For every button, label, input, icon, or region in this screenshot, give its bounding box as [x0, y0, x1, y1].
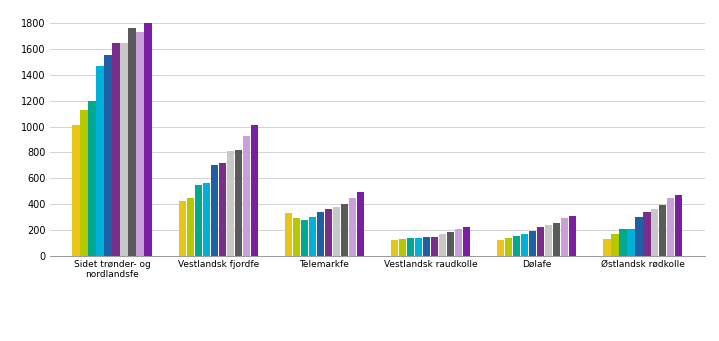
Bar [529, 231, 536, 256]
Bar [112, 43, 120, 256]
Bar [96, 66, 104, 256]
Bar [73, 125, 80, 256]
Bar [121, 43, 128, 256]
Bar [242, 136, 250, 256]
Bar [317, 212, 324, 256]
Bar [308, 217, 316, 256]
Bar [447, 233, 454, 256]
Bar [195, 185, 202, 256]
Bar [431, 237, 438, 256]
Bar [333, 207, 340, 256]
Bar [325, 209, 332, 256]
Bar [129, 28, 136, 256]
Bar [301, 220, 308, 256]
Bar [219, 163, 226, 256]
Bar [659, 205, 667, 256]
Bar [203, 183, 210, 256]
Bar [455, 229, 462, 256]
Bar [88, 101, 96, 256]
Bar [391, 240, 398, 256]
Bar [497, 240, 504, 256]
Bar [187, 197, 194, 256]
Bar [603, 239, 610, 256]
Bar [251, 125, 258, 256]
Bar [349, 197, 356, 256]
Bar [407, 238, 414, 256]
Bar [627, 228, 634, 256]
Bar [226, 151, 234, 256]
Bar [667, 197, 674, 256]
Bar [635, 217, 643, 256]
Bar [611, 234, 618, 256]
Bar [415, 238, 422, 256]
Bar [234, 150, 242, 256]
Bar [537, 227, 544, 256]
Bar [81, 110, 88, 256]
Bar [178, 202, 186, 256]
Bar [423, 237, 430, 256]
Bar [569, 216, 577, 256]
Bar [545, 225, 552, 256]
Bar [145, 23, 152, 256]
Bar [553, 223, 560, 256]
Bar [137, 32, 144, 256]
Bar [651, 209, 659, 256]
Bar [521, 234, 528, 256]
Bar [341, 204, 348, 256]
Bar [293, 218, 300, 256]
Bar [439, 234, 446, 256]
Bar [285, 213, 292, 256]
Bar [357, 192, 364, 256]
Bar [505, 238, 513, 256]
Bar [675, 195, 682, 256]
Bar [513, 236, 521, 256]
Bar [561, 218, 568, 256]
Bar [463, 227, 470, 256]
Bar [399, 239, 406, 256]
Bar [619, 229, 626, 256]
Bar [211, 165, 218, 256]
Bar [104, 56, 111, 256]
Bar [644, 212, 651, 256]
